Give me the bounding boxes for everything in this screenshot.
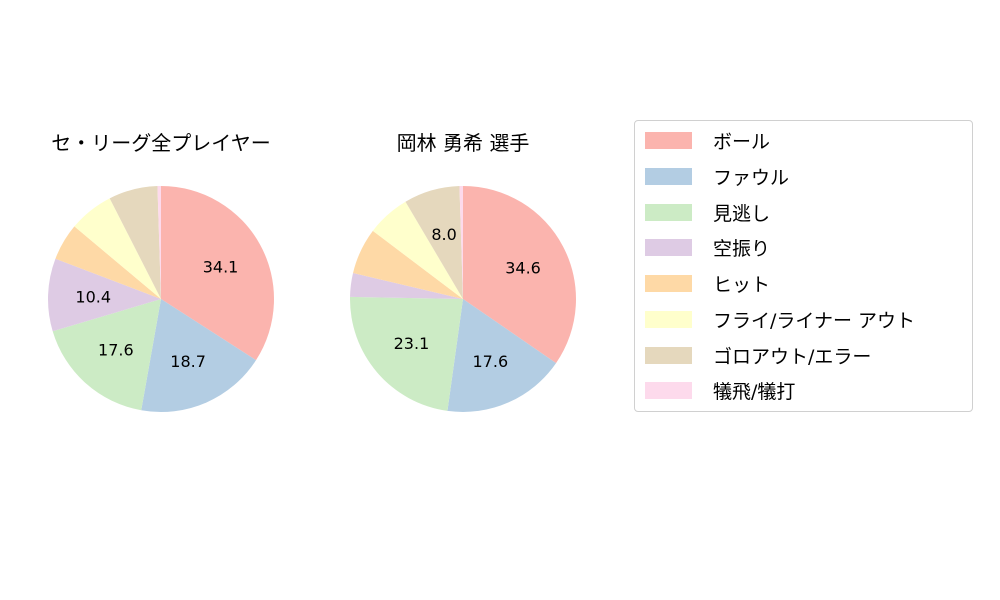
slice-value-label: 17.6 <box>473 352 509 371</box>
legend-swatch-ground-out-error <box>645 346 692 364</box>
pie-slice <box>405 186 463 299</box>
pie-slice <box>141 299 257 412</box>
pie-slice <box>463 186 576 364</box>
legend-swatch-sacrifice <box>645 381 692 399</box>
legend-label: 見逃し <box>713 202 771 225</box>
pie-slice <box>52 299 161 411</box>
slice-value-label: 23.1 <box>394 334 430 353</box>
legend-item-sacrifice: 犠飛/犠打 <box>645 378 796 403</box>
legend-swatch-called-strike <box>645 203 692 221</box>
pie-chart-league: 34.1 18.7 17.6 10.4 <box>47 186 274 412</box>
legend-item-swinging-strike: 空振り <box>645 235 771 260</box>
legend-item-fly-liner-out: フライ/ライナー アウト <box>645 307 916 332</box>
legend-label: フライ/ライナー アウト <box>713 309 916 332</box>
pie-chart-player: 34.6 17.6 23.1 8.0 <box>350 186 576 412</box>
slice-value-label: 8.0 <box>431 225 456 244</box>
chart-title-player: 岡林 勇希 選手 <box>396 131 530 155</box>
legend-swatch-swinging-strike <box>645 238 692 256</box>
slice-value-label: 34.6 <box>505 258 541 277</box>
legend-item-foul: ファウル <box>645 164 790 189</box>
legend-item-called-strike: 見逃し <box>645 200 771 225</box>
slice-value-label: 34.1 <box>203 258 239 277</box>
legend-label: ファウル <box>713 166 790 189</box>
legend-label: 犠飛/犠打 <box>713 380 796 403</box>
slice-value-label: 18.7 <box>170 352 206 371</box>
legend-item-ground-out-error: ゴロアウト/エラー <box>645 343 872 368</box>
pie-slice <box>161 186 274 361</box>
legend-label: ボール <box>713 130 771 153</box>
pie-slice <box>47 258 161 332</box>
legend-label: ヒット <box>713 273 771 296</box>
pie-slice <box>350 272 463 299</box>
pie-slice <box>372 201 463 299</box>
legend-label: 空振り <box>713 237 771 260</box>
legend-swatch-foul <box>645 167 692 185</box>
pie-slice <box>74 198 161 299</box>
pie-slice <box>109 186 161 299</box>
legend-label: ゴロアウト/エラー <box>713 345 872 368</box>
legend-swatch-ball <box>645 131 692 149</box>
legend: ボール ファウル 見逃し 空振り ヒット フライ/ライナー アウト ゴロアウト/… <box>634 120 973 412</box>
chart-title-league: セ・リーグ全プレイヤー <box>51 131 271 155</box>
pie-slice <box>350 296 463 411</box>
pie-slice <box>447 299 557 412</box>
slice-value-label: 17.6 <box>98 341 134 360</box>
pie-slice <box>157 186 161 299</box>
legend-swatch-hit <box>645 274 692 292</box>
legend-swatch-fly-liner-out <box>645 310 692 328</box>
slice-value-label: 10.4 <box>75 287 111 306</box>
pie-slice <box>353 230 463 299</box>
pie-slice <box>55 226 161 299</box>
pie-slice <box>459 186 463 299</box>
legend-item-hit: ヒット <box>645 271 771 296</box>
legend-item-ball: ボール <box>645 128 771 153</box>
